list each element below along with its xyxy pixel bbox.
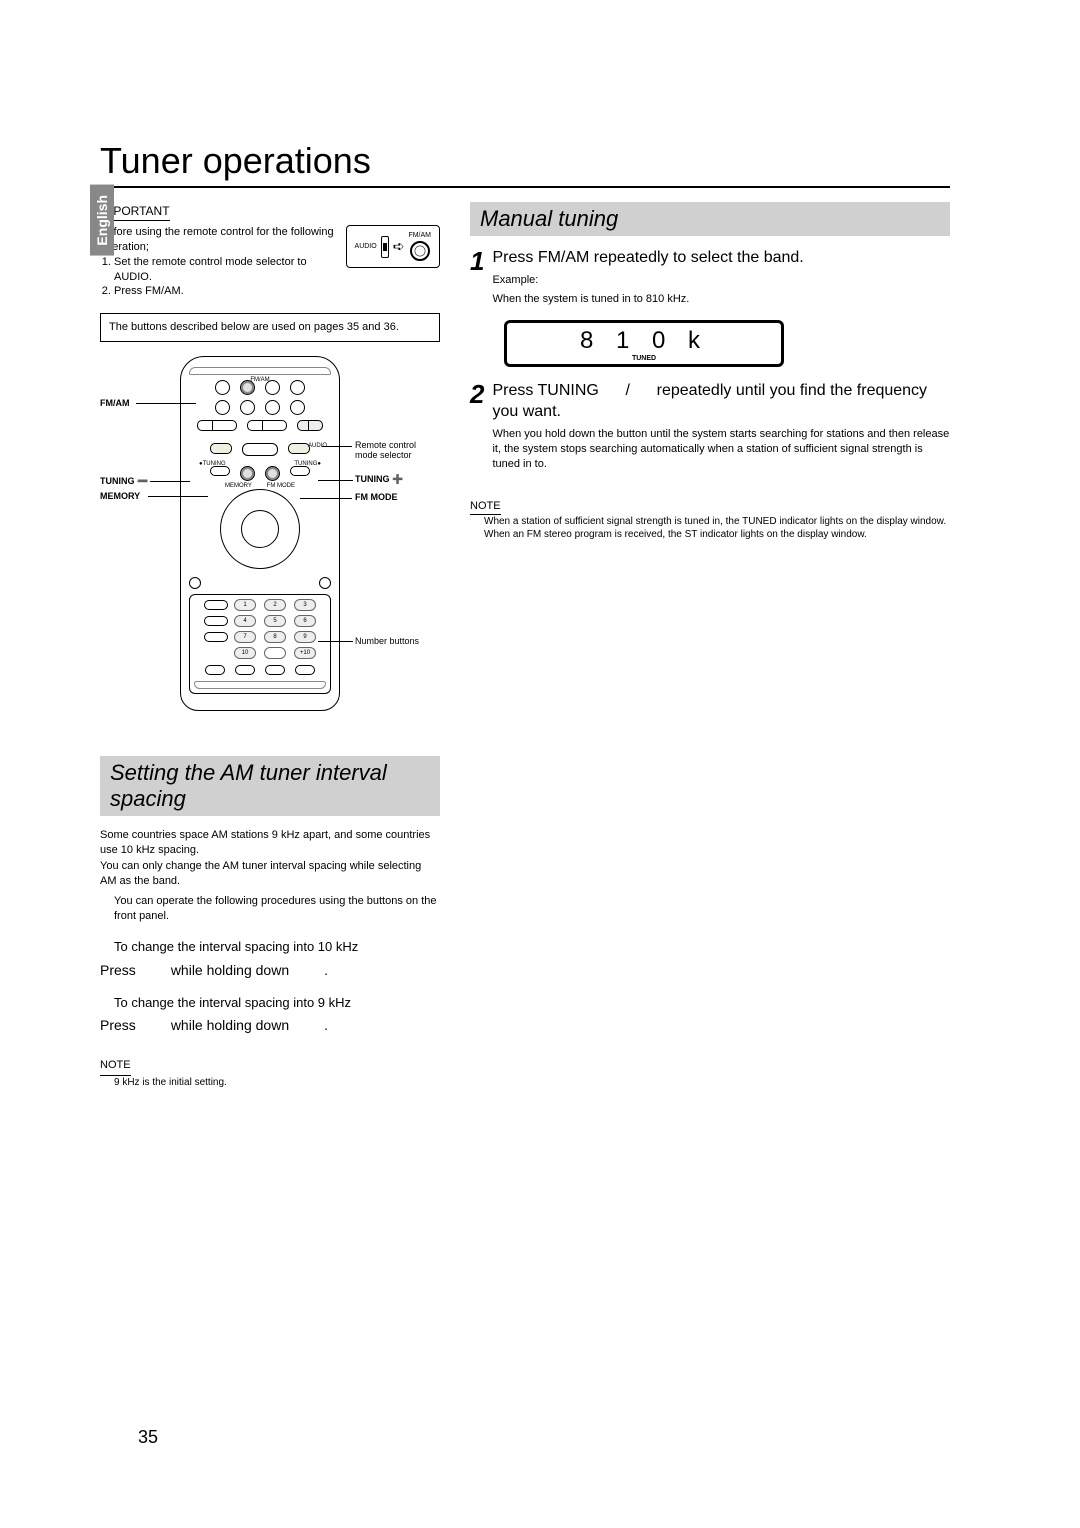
step-1-example-label: Example: bbox=[492, 273, 950, 288]
number-buttons-pointer: Number buttons bbox=[355, 636, 419, 646]
am-spacing-body: Some countries space AM stations 9 kHz a… bbox=[100, 828, 440, 1090]
left-column: IMPORTANT Before using the remote contro… bbox=[100, 202, 440, 1090]
am-spacing-p3: You can operate the following procedures… bbox=[114, 894, 440, 925]
step-1: 1 Press FM/AM repeatedly to select the b… bbox=[470, 248, 950, 306]
display-value: 8 1 0 k bbox=[507, 327, 781, 355]
arrow-icon bbox=[393, 238, 405, 255]
tuning-left-tiny: ●TUNING bbox=[199, 461, 226, 467]
selector-fmam-label: FM/AM bbox=[408, 232, 431, 239]
right-column: Manual tuning 1 Press FM/AM repeatedly t… bbox=[470, 202, 950, 1090]
tuning-up-button[interactable] bbox=[288, 443, 310, 454]
num-9-button[interactable]: 9 bbox=[294, 631, 316, 643]
num-6-button[interactable]: 6 bbox=[294, 615, 316, 627]
am-spacing-p1: Some countries space AM stations 9 kHz a… bbox=[100, 828, 440, 859]
memory-pointer: MEMORY bbox=[100, 491, 140, 501]
fmmode-button[interactable] bbox=[265, 466, 280, 481]
fmmode-pointer: FM MODE bbox=[355, 492, 398, 502]
right-note-2: When an FM stereo program is received, t… bbox=[484, 528, 950, 542]
num-4-button[interactable]: 4 bbox=[234, 615, 256, 627]
step-2: 2 Press TUNING / repeatedly until you fi… bbox=[470, 381, 950, 471]
language-tab: English bbox=[90, 185, 114, 256]
remote-diagram: FM/AM AUDIO ●TUNING TUNING● MEMORY FM MO… bbox=[100, 356, 440, 756]
important-intro: Before using the remote control for the … bbox=[100, 225, 336, 255]
num-1-button[interactable]: 1 bbox=[234, 599, 256, 611]
right-note-label: NOTE bbox=[470, 500, 501, 515]
tuning-down-pointer: TUNING ➖ bbox=[100, 476, 148, 487]
am-spacing-head: Setting the AM tuner interval spacing bbox=[100, 756, 440, 816]
manual-tuning-head: Manual tuning bbox=[470, 202, 950, 236]
num-3-button[interactable]: 3 bbox=[294, 599, 316, 611]
important-text: Before using the remote control for the … bbox=[100, 225, 336, 299]
mode-selector-pointer: Remote control mode selector bbox=[355, 440, 435, 460]
num-7-button[interactable]: 7 bbox=[234, 631, 256, 643]
display-box: 8 1 0 k TUNED bbox=[504, 320, 784, 367]
num-5-button[interactable]: 5 bbox=[264, 615, 286, 627]
fmam-pointer: FM/AM bbox=[100, 398, 130, 408]
mode-selector-icon: AUDIO FM/AM bbox=[346, 225, 440, 268]
important-item1: Set the remote control mode selector to … bbox=[114, 255, 336, 285]
step-2-num: 2 bbox=[470, 381, 484, 471]
am-spacing-act1: Press while holding down . bbox=[100, 961, 440, 981]
tuning-down-button[interactable] bbox=[210, 443, 232, 454]
num-10-button[interactable]: 10 bbox=[234, 647, 256, 659]
page-title: Tuner operations bbox=[100, 140, 950, 188]
display-tuned: TUNED bbox=[507, 355, 781, 362]
step-1-example-text: When the system is tuned in to 810 kHz. bbox=[492, 292, 950, 307]
am-spacing-note: 9 kHz is the initial setting. bbox=[114, 1076, 440, 1090]
mode-selector-slot[interactable] bbox=[297, 420, 323, 431]
am-spacing-p2: You can only change the AM tuner interva… bbox=[100, 859, 440, 890]
num-8-button[interactable]: 8 bbox=[264, 631, 286, 643]
right-note-1: When a station of sufficient signal stre… bbox=[484, 515, 950, 529]
page-number: 35 bbox=[138, 1427, 158, 1448]
num-0-button[interactable] bbox=[264, 647, 286, 659]
tuning-up-pointer: TUNING ➕ bbox=[355, 474, 403, 485]
important-item2: Press FM/AM. bbox=[114, 284, 336, 299]
slider-icon bbox=[381, 236, 389, 258]
knob-icon bbox=[410, 241, 430, 261]
step-1-num: 1 bbox=[470, 248, 484, 306]
memory-button[interactable] bbox=[240, 466, 255, 481]
selector-audio-label: AUDIO bbox=[355, 243, 377, 250]
info-box: The buttons described below are used on … bbox=[100, 313, 440, 342]
fmam-tiny: FM/AM bbox=[250, 377, 269, 383]
am-spacing-act2: Press while holding down . bbox=[100, 1016, 440, 1036]
step-1-title: Press FM/AM repeatedly to select the ban… bbox=[492, 248, 950, 269]
remote-body: FM/AM AUDIO ●TUNING TUNING● MEMORY FM MO… bbox=[180, 356, 340, 711]
step-2-title: Press TUNING / repeatedly until you find… bbox=[492, 381, 950, 423]
num-2-button[interactable]: 2 bbox=[264, 599, 286, 611]
tuning-right-tiny: TUNING● bbox=[294, 461, 321, 467]
am-spacing-sub2: To change the interval spacing into 9 kH… bbox=[114, 994, 440, 1012]
num-plus10-button[interactable]: +10 bbox=[294, 647, 316, 659]
step-2-desc: When you hold down the button until the … bbox=[492, 427, 950, 472]
jog-dial bbox=[215, 489, 305, 569]
am-spacing-sub1: To change the interval spacing into 10 k… bbox=[114, 938, 440, 956]
am-spacing-note-label: NOTE bbox=[100, 1058, 131, 1076]
